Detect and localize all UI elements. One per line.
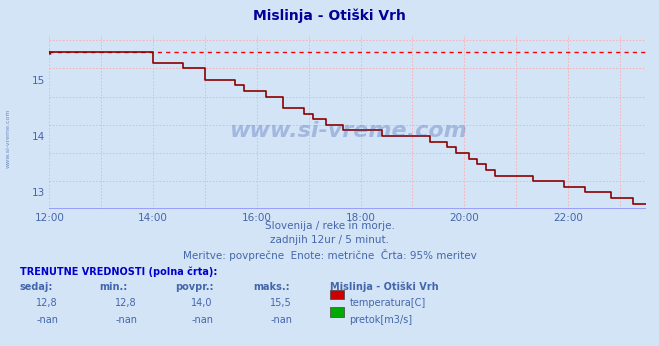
Text: -nan: -nan	[191, 315, 213, 325]
Text: Meritve: povprečne  Enote: metrične  Črta: 95% meritev: Meritve: povprečne Enote: metrične Črta:…	[183, 249, 476, 261]
Text: Mislinja - Otiški Vrh: Mislinja - Otiški Vrh	[253, 9, 406, 23]
Text: www.si-vreme.com: www.si-vreme.com	[229, 121, 467, 141]
Text: Mislinja - Otiški Vrh: Mislinja - Otiški Vrh	[330, 282, 438, 292]
Text: zadnjih 12ur / 5 minut.: zadnjih 12ur / 5 minut.	[270, 235, 389, 245]
Text: temperatura[C]: temperatura[C]	[349, 298, 426, 308]
Text: povpr.:: povpr.:	[175, 282, 213, 292]
Text: sedaj:: sedaj:	[20, 282, 53, 292]
Text: Slovenija / reke in morje.: Slovenija / reke in morje.	[264, 221, 395, 231]
Text: 15,5: 15,5	[270, 298, 292, 308]
Text: -nan: -nan	[115, 315, 137, 325]
Text: TRENUTNE VREDNOSTI (polna črta):: TRENUTNE VREDNOSTI (polna črta):	[20, 266, 217, 277]
Text: 14,0: 14,0	[191, 298, 213, 308]
Text: 12,8: 12,8	[36, 298, 58, 308]
Text: www.si-vreme.com: www.si-vreme.com	[5, 109, 11, 168]
Text: min.:: min.:	[99, 282, 127, 292]
Text: -nan: -nan	[36, 315, 58, 325]
Text: 12,8: 12,8	[115, 298, 137, 308]
Text: maks.:: maks.:	[254, 282, 291, 292]
Text: pretok[m3/s]: pretok[m3/s]	[349, 315, 413, 325]
Text: -nan: -nan	[270, 315, 292, 325]
